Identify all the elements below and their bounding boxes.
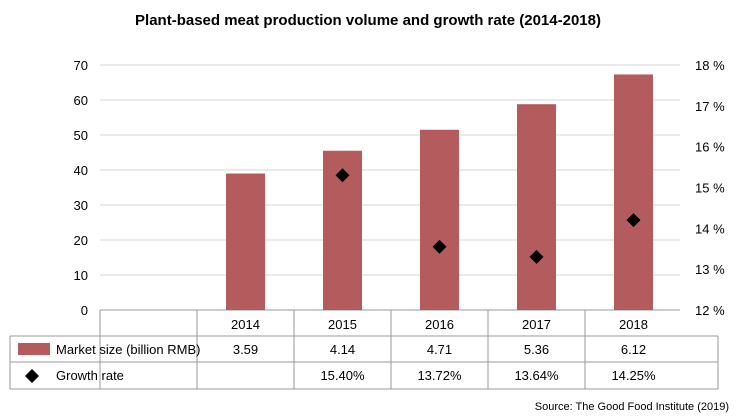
legend-label-growth-rate: Growth rate <box>56 368 124 383</box>
bar <box>614 74 653 310</box>
left-tick-label: 50 <box>74 128 88 143</box>
left-axis-ticks: 0 10 20 30 40 50 60 70 <box>74 58 88 318</box>
right-tick-label: 16 % <box>695 140 725 155</box>
left-tick-label: 20 <box>74 233 88 248</box>
category-label: 2018 <box>619 317 648 332</box>
right-tick-label: 15 % <box>695 181 725 196</box>
legend-swatch-market-size <box>18 343 50 355</box>
chart-title: Plant-based meat production volume and g… <box>135 12 601 29</box>
data-table: 2014 2015 2016 2017 2018 Market size (billion… <box>9 310 719 390</box>
right-tick-label: 17 % <box>695 99 725 114</box>
right-tick-label: 18 % <box>695 58 725 73</box>
growth-rate-value: 14.25% <box>611 368 656 383</box>
left-tick-label: 60 <box>74 93 88 108</box>
market-size-value: 6.12 <box>621 342 646 357</box>
left-tick-label: 30 <box>74 198 88 213</box>
category-label: 2017 <box>522 317 551 332</box>
legend-label-market-size: Market size (billion RMB) <box>56 342 200 357</box>
growth-markers <box>335 168 641 264</box>
source-note: Source: The Good Food Institute (2019) <box>535 401 729 413</box>
growth-marker <box>529 249 544 264</box>
left-tick-label: 70 <box>74 58 88 73</box>
left-tick-label: 10 <box>74 268 88 283</box>
left-tick-label: 40 <box>74 163 88 178</box>
market-size-value: 3.59 <box>233 342 258 357</box>
legend-swatch-growth-rate <box>25 369 39 383</box>
left-tick-label: 0 <box>81 303 88 318</box>
bar <box>226 173 265 310</box>
growth-marker <box>432 239 447 254</box>
growth-marker <box>335 168 350 183</box>
growth-marker <box>626 213 641 228</box>
market-size-value: 4.14 <box>330 342 355 357</box>
bar <box>517 104 556 310</box>
right-tick-label: 13 % <box>695 262 725 277</box>
gridlines <box>100 64 680 311</box>
right-tick-label: 12 % <box>695 303 725 318</box>
category-label: 2014 <box>231 317 260 332</box>
category-label: 2016 <box>425 317 454 332</box>
bar <box>420 129 459 310</box>
growth-rate-value: 15.40% <box>320 368 365 383</box>
growth-rate-value: 13.72% <box>417 368 462 383</box>
bars <box>226 74 653 310</box>
right-tick-label: 14 % <box>695 221 725 236</box>
category-label: 2015 <box>328 317 357 332</box>
market-size-value: 5.36 <box>524 342 549 357</box>
market-size-value: 4.71 <box>427 342 452 357</box>
right-axis-ticks: 12 % 13 % 14 % 15 % 16 % 17 % 18 % <box>695 58 725 318</box>
growth-rate-value: 13.64% <box>514 368 559 383</box>
